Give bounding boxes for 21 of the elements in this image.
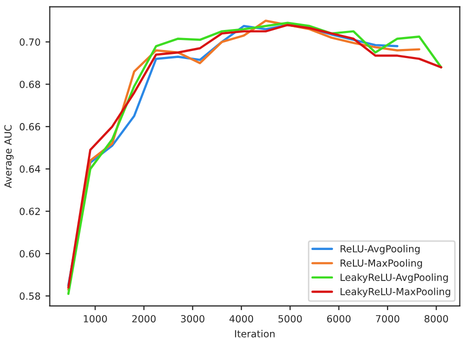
y-tick-label: 0.68 (20, 80, 40, 88)
x-tick-label: 5000 (278, 315, 302, 322)
x-tick-label: 1000 (84, 315, 107, 322)
y-tick-label: 0.60 (20, 250, 40, 258)
y-tick-label: 0.66 (20, 123, 40, 130)
x-tick-label: 4000 (229, 315, 254, 322)
x-axis-title: Iteration (235, 330, 275, 338)
legend-label: LeakyReLU-AvgPooling (340, 273, 448, 283)
x-tick-label: 3000 (181, 315, 204, 322)
x-tick-label: 2000 (132, 315, 156, 322)
x-tick-label: 7000 (376, 315, 400, 322)
legend-label: ReLU-AvgPooling (340, 244, 420, 254)
y-axis-title: Average AUC (4, 125, 14, 188)
y-tick-label: 0.64 (20, 165, 40, 173)
legend-label: ReLU-MaxPooling (340, 259, 422, 269)
x-tick-label: 8000 (424, 315, 448, 322)
y-tick-label: 0.62 (20, 208, 40, 216)
y-tick-label: 0.70 (20, 38, 40, 46)
legend-label: LeakyReLU-MaxPooling (340, 288, 450, 298)
y-tick-label: 0.58 (20, 292, 40, 300)
x-tick-label: 6000 (327, 315, 351, 322)
